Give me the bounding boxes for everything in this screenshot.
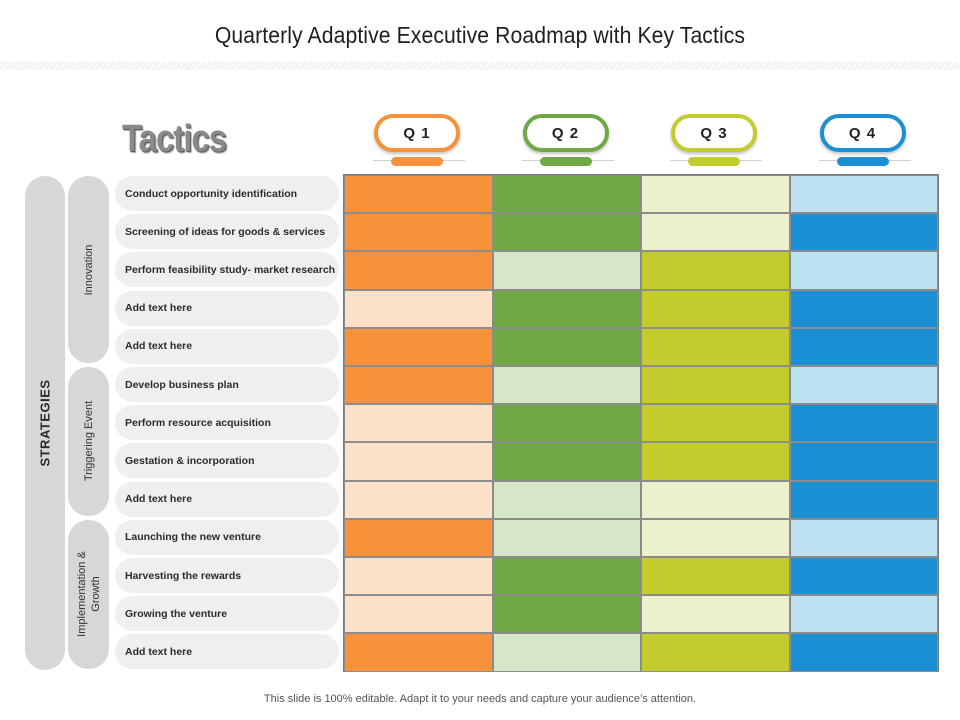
roadmap-cell-r10-q1 (344, 518, 493, 557)
roadmap-cell-r6-q4 (789, 366, 938, 405)
quarter-label: Q 4 (819, 114, 906, 152)
roadmap-cell-r5-q3 (641, 327, 790, 366)
roadmap-cell-r3-q2 (492, 251, 641, 290)
roadmap-cell-r10-q2 (492, 518, 641, 557)
strategy-group-label: Innovation (82, 244, 95, 295)
tactic-row-label: Launching the new venture (115, 519, 339, 555)
roadmap-cell-r12-q4 (789, 595, 938, 634)
roadmap-cell-r11-q2 (492, 557, 641, 596)
roadmap-cell-r9-q1 (344, 480, 493, 519)
roadmap-cell-r7-q1 (344, 404, 493, 443)
quarter-label: Q 3 (671, 114, 757, 152)
quarter-header-4: Q 4 (789, 114, 937, 170)
roadmap-cell-r13-q1 (344, 633, 493, 672)
roadmap-cell-r7-q3 (641, 404, 790, 443)
tactic-row-label: Growing the venture (115, 596, 339, 632)
tactic-row-label: Add text here (115, 481, 339, 517)
footer-note: This slide is 100% editable. Adapt it to… (263, 693, 697, 705)
roadmap-cell-r13-q4 (789, 633, 938, 672)
tactics-heading: Tactics (122, 118, 227, 160)
roadmap-cell-r6-q1 (344, 366, 493, 405)
roadmap-cell-r7-q4 (789, 404, 938, 443)
strategies-bar (25, 176, 65, 670)
strategies-label: STRATEGIES (37, 379, 53, 467)
quarter-label: Q 1 (374, 114, 460, 152)
roadmap-cell-r4-q2 (492, 289, 641, 328)
quarter-label: Q 2 (522, 114, 609, 152)
strategy-group-1: Innovation (68, 176, 109, 363)
roadmap-cell-r13-q3 (641, 633, 790, 672)
roadmap-cell-r2-q4 (789, 213, 938, 252)
roadmap-cell-r3-q3 (641, 251, 790, 290)
quarter-color-tab (688, 157, 740, 166)
roadmap-cell-r13-q2 (492, 633, 641, 672)
roadmap-cell-r1-q1 (344, 175, 493, 214)
tactic-row-label: Screening of ideas for goods & services (115, 214, 339, 250)
roadmap-cell-r12-q1 (344, 595, 493, 634)
quarter-color-tab (836, 157, 889, 166)
roadmap-cell-r5-q4 (789, 327, 938, 366)
roadmap-cell-r6-q3 (641, 366, 790, 405)
strategy-group-3: Implementation & Growth (68, 519, 109, 669)
tactic-row-label: Harvesting the rewards (115, 558, 339, 593)
tactic-row-label: Gestation & incorporation (115, 443, 339, 479)
quarter-color-tab (391, 157, 443, 166)
roadmap-cell-r8-q2 (492, 442, 641, 481)
tactic-row-label: Add text here (115, 634, 339, 670)
quarter-header-2: Q 2 (492, 114, 640, 170)
tactic-row-label: Conduct opportunity identification (115, 176, 339, 211)
roadmap-cell-r3-q1 (344, 251, 493, 290)
roadmap-cell-r3-q4 (789, 251, 938, 290)
roadmap-cell-r4-q1 (344, 289, 493, 328)
roadmap-cell-r9-q3 (641, 480, 790, 519)
tactic-row-label: Add text here (115, 290, 339, 326)
tactic-row-label: Develop business plan (115, 367, 339, 402)
roadmap-cell-r4-q4 (789, 289, 938, 328)
roadmap-cell-r1-q3 (641, 175, 790, 214)
roadmap-cell-r12-q2 (492, 595, 641, 634)
roadmap-cell-r1-q2 (492, 175, 641, 214)
roadmap-cell-r6-q2 (492, 366, 641, 405)
page-title: Quarterly Adaptive Executive Roadmap wit… (214, 22, 746, 48)
quarter-header-3: Q 3 (640, 114, 788, 170)
roadmap-cell-r12-q3 (641, 595, 790, 634)
tactic-row-label: Perform feasibility study- market resear… (115, 252, 339, 288)
roadmap-cell-r8-q4 (789, 442, 938, 481)
strategy-group-label: Triggering Event (82, 401, 95, 482)
strategy-group-label: Implementation & Growth (75, 551, 102, 637)
quarter-header-1: Q 1 (343, 114, 491, 170)
roadmap-cell-r7-q2 (492, 404, 641, 443)
roadmap-cell-r11-q1 (344, 557, 493, 596)
roadmap-cell-r11-q3 (641, 557, 790, 596)
roadmap-cell-r2-q3 (641, 213, 790, 252)
roadmap-cell-r2-q1 (344, 213, 493, 252)
tactic-row-label: Add text here (115, 328, 339, 364)
roadmap-cell-r2-q2 (492, 213, 641, 252)
roadmap-cell-r5-q1 (344, 327, 493, 366)
roadmap-cell-r9-q4 (789, 480, 938, 519)
tactic-row-label: Perform resource acquisition (115, 405, 339, 441)
roadmap-cell-r11-q4 (789, 557, 938, 596)
roadmap-cell-r4-q3 (641, 289, 790, 328)
roadmap-cell-r5-q2 (492, 327, 641, 366)
roadmap-cell-r9-q2 (492, 480, 641, 519)
roadmap-cell-r10-q4 (789, 518, 938, 557)
roadmap-cell-r1-q4 (789, 175, 938, 214)
roadmap-cell-r8-q3 (641, 442, 790, 481)
strategy-group-2: Triggering Event (68, 367, 109, 516)
quarter-color-tab (539, 157, 592, 166)
title-divider (0, 62, 960, 70)
roadmap-grid (343, 174, 939, 672)
roadmap-cell-r8-q1 (344, 442, 493, 481)
roadmap-cell-r10-q3 (641, 518, 790, 557)
